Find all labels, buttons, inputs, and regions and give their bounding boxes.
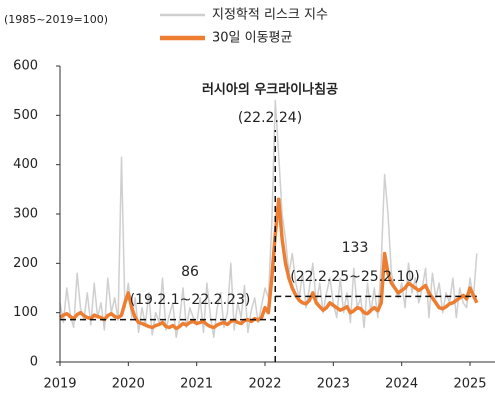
series-line [58,197,479,331]
legend-label: 지정학적 리스크 지수 [212,8,328,23]
x-tick-label: 2023 [317,377,350,392]
x-tick-label: 2024 [385,377,418,392]
x-tick-label: 2020 [112,377,145,392]
reference-period: (19.2.1~22.2.23) [130,292,251,308]
y-tick-label: 200 [13,256,38,271]
x-tick-label: 2022 [248,377,281,392]
event-date: (22.2.24) [238,110,302,126]
y-tick-label: 100 [13,305,38,320]
reference-value: 86 [181,264,199,280]
x-tick-label: 2025 [453,377,486,392]
x-tick-label: 2019 [43,377,76,392]
y-tick-label: 500 [13,108,38,123]
unit-note: (1985~2019=100) [4,13,108,26]
legend-label: 30일 이동평균 [212,31,293,46]
reference-period: (22.2.25~25.2.10) [290,269,420,285]
y-tick-label: 600 [13,59,38,74]
reference-value: 133 [342,240,369,256]
y-tick-label: 400 [13,157,38,172]
y-tick-label: 0 [30,355,38,370]
x-tick-label: 2021 [180,377,213,392]
y-tick-label: 300 [13,207,38,222]
event-label: 러시아의 우크라이나침공 [202,82,338,98]
